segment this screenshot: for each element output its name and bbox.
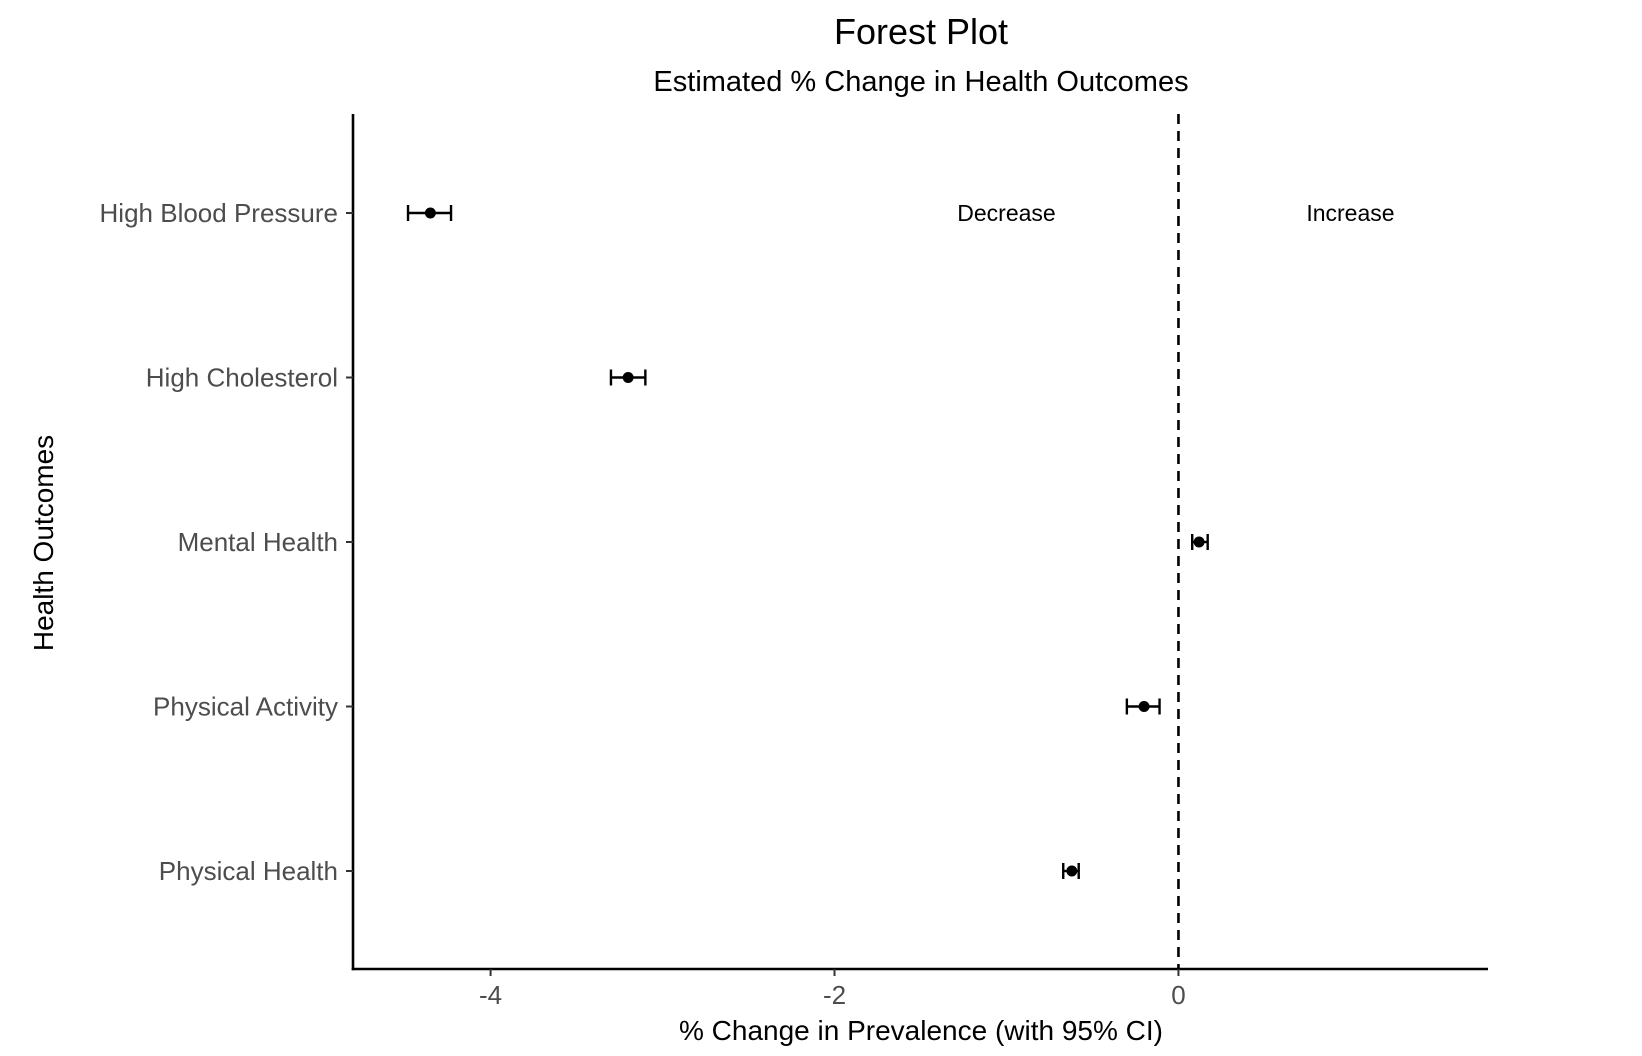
ticks-layer: -4 -2 0 High Blood Pressure High Cholesterol… — [100, 198, 1186, 1010]
y-tick-label: Physical Activity — [153, 692, 338, 722]
point-estimate — [1138, 701, 1150, 712]
y-axis-title: Health Outcomes — [28, 435, 59, 651]
annotation-label: Decrease — [957, 200, 1055, 226]
annotation-label: Increase — [1306, 200, 1394, 226]
axes-layer — [351, 114, 1488, 971]
marks-layer — [406, 205, 1209, 879]
x-tick-label: -4 — [479, 980, 502, 1010]
point-estimate — [1066, 865, 1078, 877]
y-tick-label: Physical Health — [159, 856, 338, 886]
y-tick-label: High Blood Pressure — [100, 198, 338, 228]
point-estimate — [622, 372, 634, 383]
x-tick-label: -2 — [823, 980, 846, 1010]
y-tick-label: Mental Health — [178, 527, 338, 557]
chart-subtitle: Estimated % Change in Health Outcomes — [653, 66, 1188, 98]
x-axis-title: % Change in Prevalence (with 95% CI) — [679, 1015, 1163, 1046]
y-tick-label: High Cholesterol — [146, 363, 338, 393]
x-tick-label: 0 — [1171, 980, 1185, 1010]
point-estimate — [1193, 536, 1205, 548]
annotations-layer: Decrease Increase — [957, 200, 1394, 226]
chart-title: Forest Plot — [834, 11, 1008, 52]
point-estimate — [424, 207, 436, 219]
